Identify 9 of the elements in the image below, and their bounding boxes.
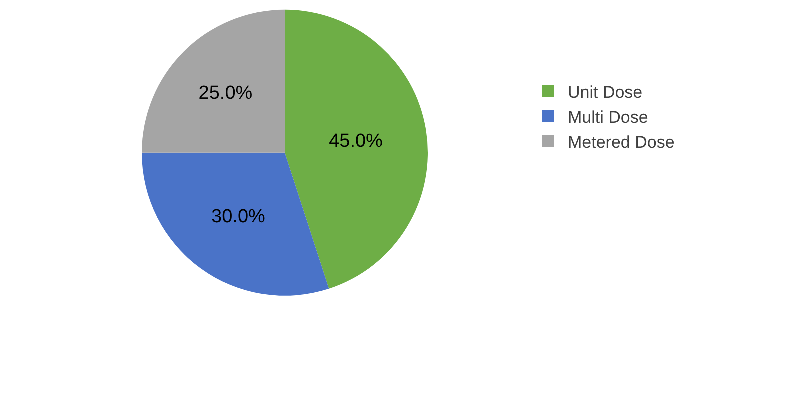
legend-label: Metered Dose — [568, 133, 675, 152]
data-label: 30.0% — [212, 206, 266, 228]
pie-slice — [285, 10, 428, 289]
pie-slice — [142, 152, 330, 296]
data-label: 25.0% — [198, 83, 253, 104]
legend-label: Multi Dose — [568, 108, 648, 128]
data-label: 45.0% — [329, 131, 384, 152]
legend-label: Unit Dose — [568, 82, 643, 102]
pie-slice — [142, 10, 285, 153]
